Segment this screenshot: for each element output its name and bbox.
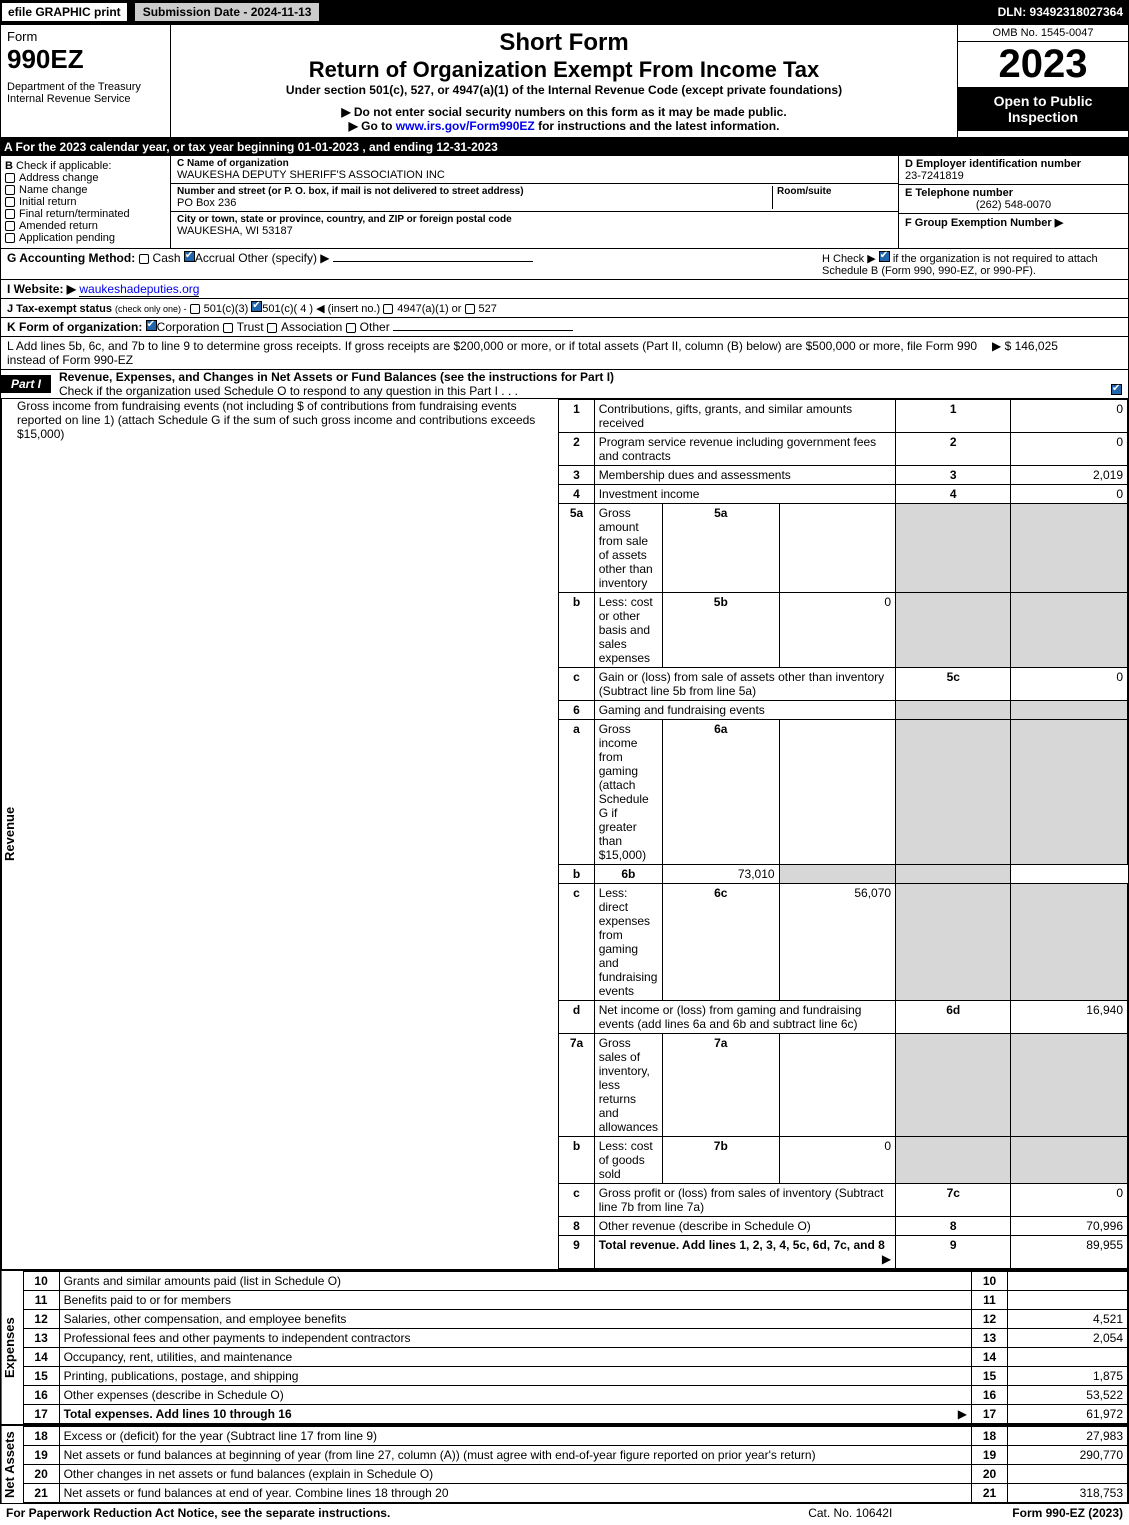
header-right: OMB No. 1545-0047 2023 Open to Public In…	[958, 25, 1128, 137]
accrual-label: Accrual	[195, 251, 235, 265]
chk-final[interactable]: Final return/terminated	[5, 208, 166, 220]
part1-hdr: Part I	[1, 375, 51, 393]
chk-h[interactable]	[879, 251, 890, 262]
cash-label: Cash	[153, 251, 181, 265]
section-a: A For the 2023 calendar year, or tax yea…	[0, 138, 1129, 156]
footer-left: For Paperwork Reduction Act Notice, see …	[6, 1506, 808, 1520]
c-city-lbl: City or town, state or province, country…	[177, 214, 892, 225]
open-inspection: Open to Public Inspection	[958, 87, 1128, 131]
k-other: Other	[360, 320, 390, 334]
footer-right: Form 990-EZ (2023)	[1012, 1506, 1123, 1520]
header: Form 990EZ Department of the Treasury In…	[0, 24, 1129, 138]
row-bcd: B Check if applicable: Address change Na…	[1, 156, 1128, 248]
note-ssn: ▶ Do not enter social security numbers o…	[175, 105, 953, 119]
j-4947: 4947(a)(1) or	[397, 303, 461, 315]
chk-initial[interactable]: Initial return	[5, 196, 166, 208]
expenses-label: Expenses	[1, 1271, 23, 1424]
netassets-table: 18Excess or (deficit) for the year (Subt…	[23, 1426, 1128, 1503]
org-street: PO Box 236	[177, 197, 772, 209]
g-label: G Accounting Method:	[7, 251, 135, 265]
l-text: L Add lines 5b, 6c, and 7b to line 9 to …	[7, 339, 992, 367]
chk-527[interactable]	[465, 304, 475, 314]
chk-other[interactable]	[346, 323, 356, 333]
b-sub: Check if applicable:	[16, 160, 111, 172]
other-label: Other (specify) ▶	[238, 251, 329, 265]
chk-name[interactable]: Name change	[5, 184, 166, 196]
k-trust: Trust	[237, 320, 264, 334]
h-label: H Check ▶	[822, 253, 876, 265]
chk-amended[interactable]: Amended return	[5, 220, 166, 232]
section-c: C Name of organizationWAUKESHA DEPUTY SH…	[171, 156, 898, 248]
j-sub: (check only one) -	[115, 304, 187, 314]
expenses-table: 10Grants and similar amounts paid (list …	[23, 1271, 1128, 1424]
header-left: Form 990EZ Department of the Treasury In…	[1, 25, 171, 137]
l-amount: ▶ $ 146,025	[992, 339, 1122, 367]
chk-assoc[interactable]	[267, 323, 277, 333]
ein-value: 23-7241819	[905, 170, 1122, 182]
ein-lbl: D Employer identification number	[905, 158, 1081, 170]
org-name: WAUKESHA DEPUTY SHERIFF'S ASSOCIATION IN…	[177, 169, 892, 181]
grp-lbl: F Group Exemption Number ▶	[905, 217, 1063, 229]
form-word: Form	[7, 29, 164, 44]
k-label: K Form of organization:	[7, 320, 142, 334]
chk-accrual[interactable]	[184, 251, 195, 262]
chk-trust[interactable]	[223, 323, 233, 333]
netassets-label: Net Assets	[1, 1426, 23, 1503]
return-title: Return of Organization Exempt From Incom…	[175, 57, 953, 83]
tax-year: 2023	[958, 42, 1128, 87]
revenue-table: 1Contributions, gifts, grants, and simil…	[558, 399, 1128, 1269]
c-street-lbl: Number and street (or P. O. box, if mail…	[177, 186, 772, 197]
irs-link[interactable]: www.irs.gov/Form990EZ	[396, 119, 535, 133]
form-number: 990EZ	[7, 44, 164, 75]
short-form-title: Short Form	[175, 29, 953, 57]
dept-label: Department of the Treasury	[7, 81, 164, 93]
submission-date: Submission Date - 2024-11-13	[133, 1, 322, 23]
chk-501c3[interactable]	[190, 304, 200, 314]
dln-label: DLN: 93492318027364	[998, 5, 1129, 19]
top-bar: efile GRAPHIC print Submission Date - 20…	[0, 0, 1129, 24]
c-name-lbl: C Name of organization	[177, 158, 892, 169]
under-section: Under section 501(c), 527, or 4947(a)(1)…	[175, 83, 953, 97]
b-label: B	[5, 160, 13, 172]
k-assoc: Association	[281, 320, 342, 334]
room-lbl: Room/suite	[777, 186, 892, 197]
part1-title: Revenue, Expenses, and Changes in Net As…	[59, 370, 614, 384]
efile-label: efile GRAPHIC print	[0, 1, 129, 23]
note-goto: ▶ Go to www.irs.gov/Form990EZ for instru…	[175, 119, 953, 133]
chk-corp[interactable]	[146, 320, 157, 331]
chk-501c[interactable]	[251, 301, 262, 312]
chk-pending[interactable]: Application pending	[5, 232, 166, 244]
section-def: D Employer identification number23-72418…	[898, 156, 1128, 248]
tel-lbl: E Telephone number	[905, 187, 1013, 199]
section-b: B Check if applicable: Address change Na…	[1, 156, 171, 248]
chk-address[interactable]: Address change	[5, 172, 166, 184]
j-label: J Tax-exempt status	[7, 303, 112, 315]
footer: For Paperwork Reduction Act Notice, see …	[0, 1504, 1129, 1522]
i-label: I Website: ▶	[7, 282, 76, 296]
k-corp: Corporation	[157, 320, 220, 334]
chk-4947[interactable]	[383, 304, 393, 314]
org-city: WAUKESHA, WI 53187	[177, 225, 892, 237]
revenue-label: Revenue	[1, 399, 17, 1269]
j-501c: 501(c)( 4 ) ◀ (insert no.)	[262, 303, 380, 315]
tel-value: (262) 548-0070	[905, 199, 1122, 211]
header-center: Short Form Return of Organization Exempt…	[171, 25, 958, 137]
omb-number: OMB No. 1545-0047	[958, 25, 1128, 42]
j-527: 527	[479, 303, 497, 315]
irs-label: Internal Revenue Service	[7, 93, 164, 105]
chk-cash[interactable]	[139, 254, 149, 264]
j-501c3: 501(c)(3)	[204, 303, 249, 315]
website-link[interactable]: waukeshadeputies.org	[79, 282, 199, 297]
part1-check: Check if the organization used Schedule …	[59, 384, 498, 398]
footer-center: Cat. No. 10642I	[808, 1506, 892, 1520]
chk-part1-o[interactable]	[1111, 384, 1122, 395]
